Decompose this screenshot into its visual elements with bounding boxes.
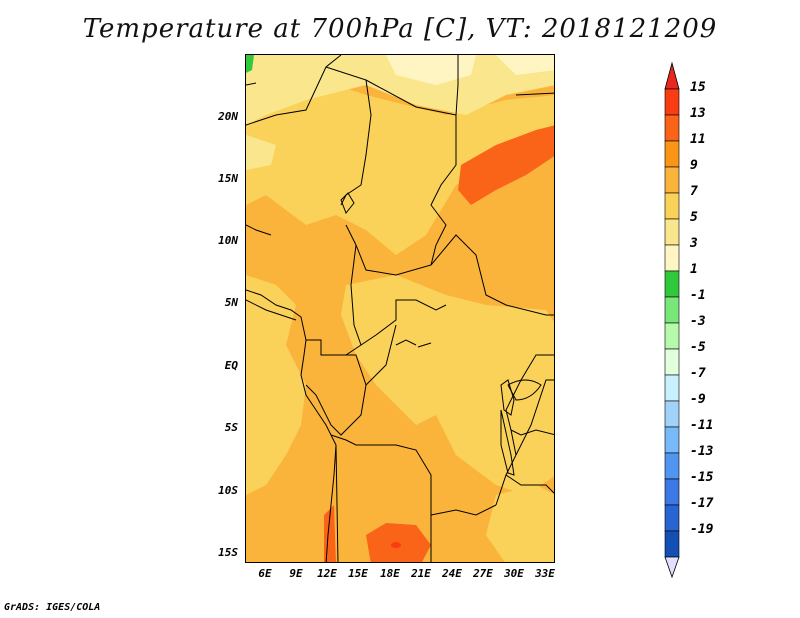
colorbar-segment	[664, 192, 680, 220]
colorbar-label-neg15: -15	[690, 470, 714, 485]
colorbar-label-11: 11	[690, 132, 706, 147]
colorbar-label-neg1: -1	[690, 288, 706, 303]
chart-title: Temperature at 700hPa [C], VT: 201812120…	[82, 14, 718, 44]
colorbar-label-neg11: -11	[690, 418, 714, 433]
colorbar-label-neg3: -3	[690, 314, 706, 329]
lat-label-20n: 20N	[218, 110, 238, 123]
colorbar-label-neg17: -17	[690, 496, 714, 511]
grads-credit: GrADS: IGES/COLA	[4, 602, 101, 613]
lon-label-27e: 27E	[473, 567, 493, 580]
colorbar-segment	[664, 400, 680, 428]
colorbar-segment	[664, 140, 680, 168]
colorbar-label-13: 13	[690, 106, 706, 121]
lat-label-5n: 5N	[224, 296, 238, 309]
colorbar-label-neg9: -9	[690, 392, 706, 407]
colorbar-label-7: 7	[690, 184, 698, 199]
colorbar-segment	[664, 296, 680, 324]
coastline	[246, 289, 337, 562]
colorbar-label-neg13: -13	[690, 444, 714, 459]
contour-3-5-top	[386, 55, 476, 85]
colorbar-label-9: 9	[690, 158, 698, 173]
colorbar-label-neg5: -5	[690, 340, 706, 355]
lakes	[340, 192, 542, 476]
contour-5-7-nw	[246, 135, 276, 170]
colorbar-label-3: 3	[690, 236, 698, 251]
colorbar-segment	[664, 322, 680, 350]
colorbar-segment	[664, 478, 680, 506]
lat-label-15s: 15S	[218, 546, 238, 559]
colorbar-segment	[664, 114, 680, 142]
lon-label-6e: 6E	[258, 567, 272, 580]
lon-label-9e: 9E	[289, 567, 303, 580]
colorbar-segment	[664, 88, 680, 116]
contour-7-9-southeast	[486, 485, 554, 562]
colorbar-segment	[664, 270, 680, 298]
colorbar-segment	[664, 244, 680, 272]
temperature-map	[246, 55, 554, 562]
colorbar-segment	[664, 166, 680, 194]
lat-label-5s: 5S	[224, 421, 238, 434]
country-borders	[246, 55, 554, 562]
colorbar-segment	[664, 504, 680, 532]
colorbar-segment	[664, 218, 680, 246]
colorbar-bottom-arrow	[664, 556, 680, 579]
colorbar-label-15: 15	[690, 80, 706, 95]
lon-label-18e: 18E	[380, 567, 400, 580]
contour-1-3-corner	[246, 55, 254, 73]
colorbar-label-neg7: -7	[690, 366, 706, 381]
colorbar-segment	[664, 426, 680, 454]
lon-label-24e: 24E	[442, 567, 462, 580]
colorbar-segment	[664, 452, 680, 480]
lat-label-15n: 15N	[218, 172, 238, 185]
colorbar-segment	[664, 530, 680, 558]
lon-label-21e: 21E	[411, 567, 431, 580]
colorbar-label-1: 1	[690, 262, 698, 277]
contour-7-9-west	[246, 275, 306, 495]
colorbar-segment	[664, 348, 680, 376]
map-panel	[245, 54, 555, 563]
colorbar-label-5: 5	[690, 210, 698, 225]
colorbar	[664, 61, 680, 579]
colorbar-top-arrow	[664, 61, 680, 90]
lat-label-10s: 10S	[218, 484, 238, 497]
lon-label-33e: 33E	[535, 567, 555, 580]
lon-label-12e: 12E	[317, 567, 337, 580]
lon-label-15e: 15E	[348, 567, 368, 580]
lat-label-10n: 10N	[218, 234, 238, 247]
contour-11-13-sudan	[458, 125, 554, 205]
contour-3-5-ne	[496, 55, 554, 75]
colorbar-segment	[664, 374, 680, 402]
lon-label-30e: 30E	[504, 567, 524, 580]
contour-7-9-north	[246, 75, 554, 255]
colorbar-label-neg19: -19	[690, 522, 714, 537]
lat-label-eq: EQ	[224, 359, 238, 372]
contour-13-15-core	[391, 542, 401, 548]
